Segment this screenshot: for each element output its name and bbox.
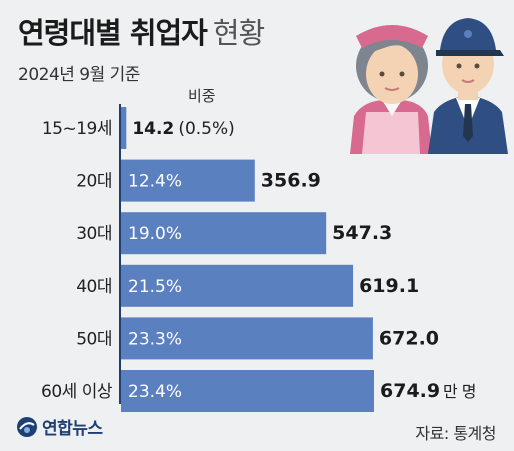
value-label: 619.1	[359, 275, 419, 297]
agency-logo-text: 연합뉴스	[42, 419, 103, 439]
bar-6	[121, 370, 374, 412]
bar-3	[121, 212, 327, 255]
agency-logo: 연합뉴스	[16, 414, 103, 439]
value-label: 672.0	[379, 327, 439, 349]
source-note: 자료: 통계청	[415, 424, 496, 443]
unit-label: 만 명	[443, 382, 476, 401]
share-column-header: 비중	[188, 87, 216, 105]
category-label: 50대	[76, 329, 112, 349]
share-label: 23.3%	[128, 329, 182, 349]
category-label: 20대	[76, 172, 112, 192]
title-bold-text: 연령대별 취업자	[18, 16, 208, 50]
chart-title: 연령대별 취업자 현황	[18, 10, 265, 52]
category-label: 40대	[76, 277, 112, 297]
bar-1	[121, 107, 127, 149]
share-label: 23.4%	[128, 382, 182, 402]
value-label: 547.3	[332, 222, 392, 244]
value-label: 674.9	[380, 380, 440, 402]
share-label: 12.4%	[128, 172, 182, 192]
category-label: 15~19세	[42, 119, 112, 139]
category-label: 30대	[76, 224, 112, 244]
chart-subtitle: 2024년 9월 기준	[18, 65, 140, 85]
share-label: (0.5%)	[178, 119, 234, 139]
share-label: 21.5%	[128, 277, 182, 297]
category-label: 60세 이상	[41, 382, 113, 402]
title-light-text: 현황	[212, 16, 265, 50]
share-label: 19.0%	[128, 224, 182, 244]
value-label: 14.2	[132, 119, 174, 139]
bar-5	[121, 317, 373, 360]
value-label: 356.9	[261, 170, 321, 192]
workers-illustration-icon	[350, 18, 508, 154]
bar-4	[121, 264, 354, 307]
bar-2	[121, 159, 255, 202]
globe-logo-icon	[17, 416, 37, 437]
